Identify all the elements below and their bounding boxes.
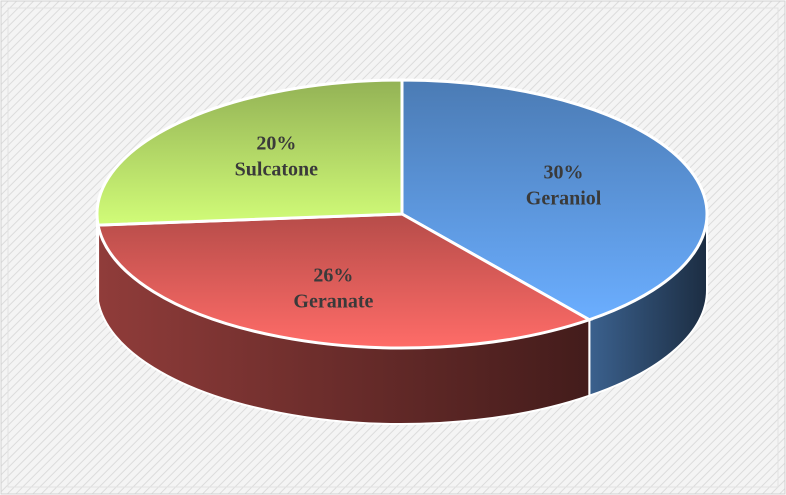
pie-labels: 30% Geraniol 26% Geranate 20% Sulcatone (235, 132, 602, 312)
slice-value-label: 30% (544, 162, 584, 184)
pie-tops (95, 78, 709, 350)
plot-border (7, 7, 779, 488)
slice-value-label: 20% (256, 132, 296, 154)
slice-category-label: Sulcatone (235, 158, 318, 180)
pie-slice (95, 78, 404, 227)
slice-category-label: Geranate (293, 291, 373, 313)
pie-slice (96, 212, 593, 350)
pie-slice (400, 78, 709, 322)
slice-value-label: 26% (313, 265, 353, 287)
slice-category-label: Geraniol (526, 188, 602, 210)
